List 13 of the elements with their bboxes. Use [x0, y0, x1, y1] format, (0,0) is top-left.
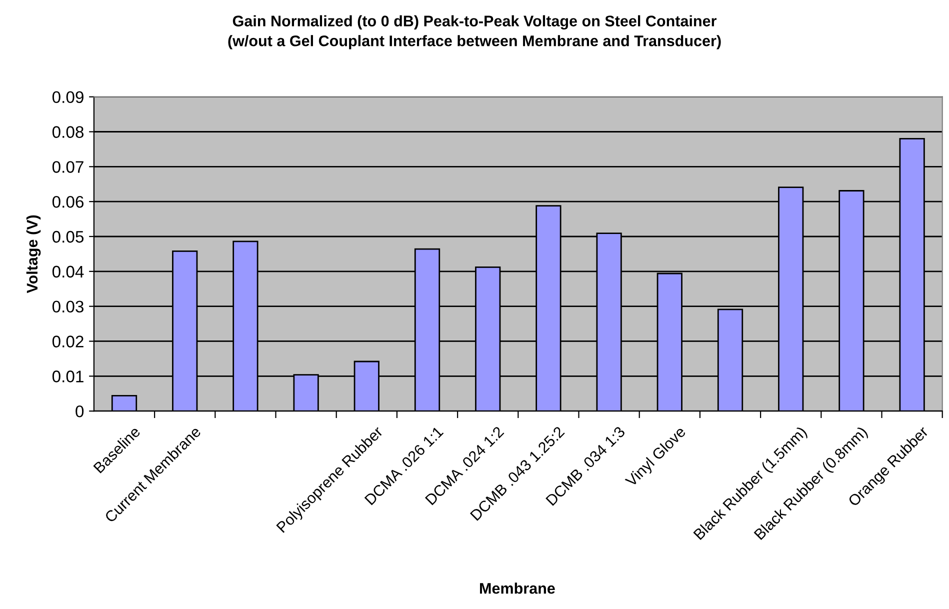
y-tick-label: 0.03: [52, 300, 84, 313]
y-tick-label: 0: [76, 405, 84, 418]
chart-title: Gain Normalized (to 0 dB) Peak-to-Peak Voltage on Steel Container (w/out a Gel Couplant Interface between Membrane and Transducer): [228, 15, 721, 50]
y-tick-label: 0.01: [52, 370, 84, 382]
x-axis-title: Membrane: [480, 582, 555, 594]
y-tick-label: 0.05: [52, 230, 84, 243]
y-axis-title: Voltage (V): [26, 215, 41, 294]
y-tick-label: 0.02: [52, 336, 84, 348]
y-tick-label: 0.08: [52, 126, 84, 138]
y-tick-label: 0.04: [52, 266, 84, 278]
y-tick-label: 0.09: [52, 91, 84, 104]
y-tick-label: 0.07: [52, 161, 84, 173]
y-tick-label: 0.06: [52, 196, 84, 208]
